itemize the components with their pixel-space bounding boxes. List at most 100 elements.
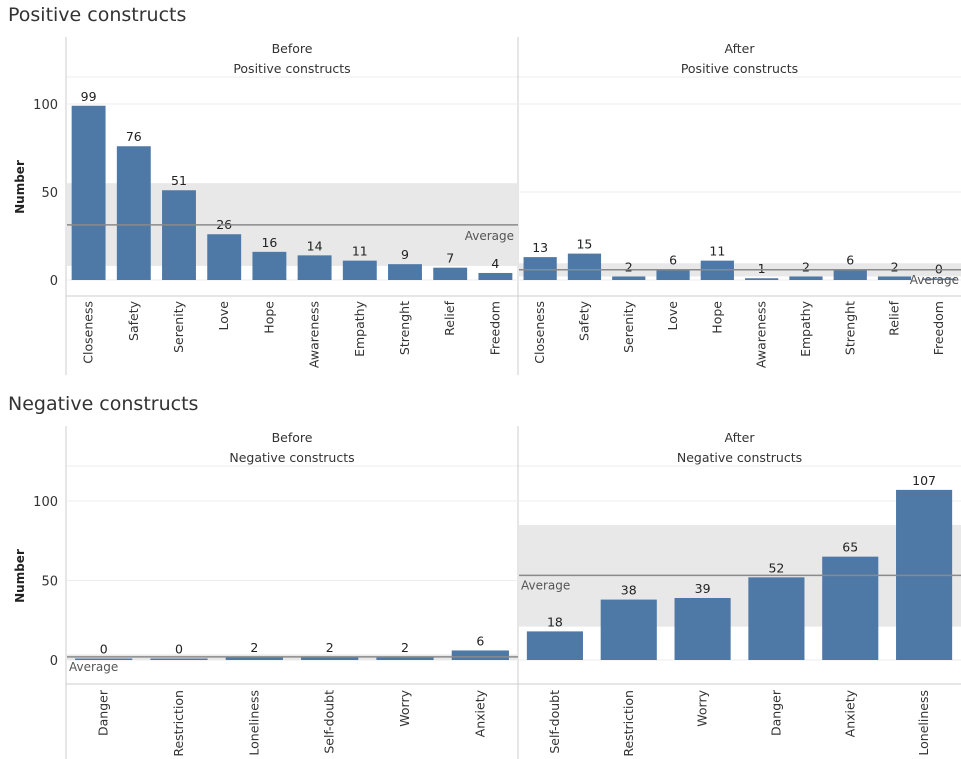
bar-strenght bbox=[388, 264, 422, 280]
panel-subheader: Negative constructs bbox=[677, 450, 802, 465]
category-label: Danger bbox=[768, 689, 783, 736]
average-label: Average bbox=[910, 273, 959, 287]
category-label: Loneliness bbox=[246, 690, 261, 756]
negative-section-title: Negative constructs bbox=[8, 393, 199, 415]
bar-awareness bbox=[297, 255, 332, 280]
y-tick-label: 100 bbox=[33, 495, 58, 510]
category-label: Freedom bbox=[931, 301, 946, 355]
bar-awareness bbox=[745, 278, 779, 280]
data-label: 14 bbox=[307, 238, 323, 253]
average-label: Average bbox=[465, 229, 514, 243]
panel-header-after: After bbox=[724, 41, 755, 56]
panel-subheader: Positive constructs bbox=[233, 61, 350, 76]
positive-section-title: Positive constructs bbox=[8, 4, 187, 26]
category-label: Freedom bbox=[487, 301, 502, 355]
data-label: 51 bbox=[171, 173, 187, 188]
data-label: 2 bbox=[802, 259, 810, 274]
bar-freedom bbox=[478, 272, 513, 280]
data-label: 107 bbox=[912, 473, 936, 488]
category-label: Danger bbox=[96, 689, 111, 736]
panel-header-before: Before bbox=[272, 41, 313, 56]
data-label: 99 bbox=[81, 89, 97, 104]
bar-restriction bbox=[600, 599, 657, 660]
data-label: 11 bbox=[709, 244, 725, 259]
negative-constructs-chart: 0 50 100 Number Before Negative constructs 0 Da… bbox=[13, 426, 961, 759]
category-label: Empathy bbox=[352, 300, 367, 356]
category-label: Love bbox=[665, 301, 680, 331]
bar-loneliness bbox=[225, 656, 283, 660]
panel-subheader: Negative constructs bbox=[229, 450, 354, 465]
category-label: Self-doubt bbox=[322, 690, 337, 754]
average-label: Average bbox=[69, 660, 118, 674]
category-label: Anxiety bbox=[472, 689, 487, 737]
data-label: 4 bbox=[491, 256, 499, 271]
y-tick-label: 50 bbox=[41, 186, 58, 201]
category-label: Restriction bbox=[621, 690, 636, 757]
bar-worry bbox=[376, 656, 434, 660]
category-label: Serenity bbox=[171, 300, 186, 352]
category-label: Closeness bbox=[532, 301, 547, 364]
bar-safety bbox=[567, 253, 602, 280]
bar-self-doubt bbox=[526, 631, 583, 660]
category-label: Hope bbox=[709, 301, 724, 334]
y-axis-title: Number bbox=[13, 160, 27, 214]
category-label: Safety bbox=[126, 300, 141, 341]
data-label: 11 bbox=[352, 244, 368, 259]
y-axis-title: Number bbox=[13, 549, 27, 603]
average-label: Average bbox=[521, 578, 570, 592]
bar-serenity bbox=[612, 276, 646, 280]
category-label: Empathy bbox=[798, 300, 813, 356]
category-label: Self-doubt bbox=[547, 690, 562, 754]
category-label: Awareness bbox=[754, 301, 769, 368]
data-label: 76 bbox=[126, 129, 142, 144]
category-label: Love bbox=[216, 301, 231, 331]
bar-freedom bbox=[922, 278, 956, 280]
category-label: Hope bbox=[261, 301, 276, 334]
data-label: 0 bbox=[935, 262, 943, 277]
data-label: 6 bbox=[846, 252, 854, 267]
bar-love bbox=[207, 234, 242, 280]
bar-danger bbox=[748, 577, 805, 660]
data-label: 2 bbox=[625, 259, 633, 274]
category-label: Anxiety bbox=[842, 689, 857, 737]
data-label: 2 bbox=[401, 640, 409, 655]
bar-safety bbox=[116, 146, 151, 280]
data-label: 1 bbox=[758, 261, 766, 276]
y-tick-label: 50 bbox=[41, 575, 58, 590]
y-tick-label: 0 bbox=[50, 654, 58, 669]
bar-restriction bbox=[150, 658, 208, 660]
data-label: 52 bbox=[768, 560, 784, 575]
panel-header-after: After bbox=[724, 430, 755, 445]
data-label: 2 bbox=[326, 640, 334, 655]
category-label: Relief bbox=[887, 300, 902, 335]
bar-relief bbox=[433, 267, 468, 280]
category-label: Worry bbox=[695, 689, 710, 726]
bar-empathy bbox=[342, 260, 377, 280]
data-label: 6 bbox=[476, 633, 484, 648]
bar-strenght bbox=[833, 269, 867, 280]
bar-hope bbox=[252, 251, 287, 280]
bar-relief bbox=[877, 276, 912, 280]
data-label: 2 bbox=[250, 640, 258, 655]
bar-closeness bbox=[71, 105, 106, 280]
category-label: Strenght bbox=[842, 301, 857, 355]
data-label: 15 bbox=[576, 237, 592, 252]
panel-header-before: Before bbox=[272, 430, 313, 445]
bar-anxiety bbox=[822, 556, 879, 660]
category-label: Strenght bbox=[397, 301, 412, 355]
category-label: Awareness bbox=[307, 301, 322, 368]
data-label: 65 bbox=[842, 540, 858, 555]
data-label: 16 bbox=[261, 235, 277, 250]
data-label: 6 bbox=[669, 252, 677, 267]
data-label: 0 bbox=[175, 642, 183, 657]
data-label: 7 bbox=[446, 251, 454, 266]
data-label: 13 bbox=[532, 240, 548, 255]
category-label: Safety bbox=[576, 300, 591, 341]
y-tick-label: 100 bbox=[33, 98, 58, 113]
bar-danger bbox=[75, 658, 133, 660]
bar-worry bbox=[674, 597, 731, 660]
bar-love bbox=[656, 269, 690, 280]
data-label: 18 bbox=[547, 614, 563, 629]
positive-constructs-chart: 0 50 100 Number Before Positive constructs 99 C… bbox=[13, 37, 961, 375]
category-label: Relief bbox=[442, 300, 457, 335]
